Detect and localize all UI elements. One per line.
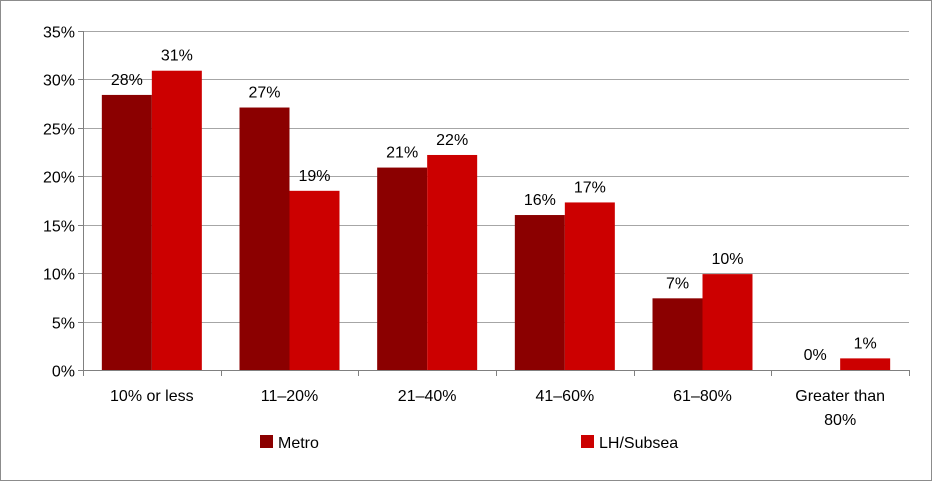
data-labels: 28% 31% 27% 19% 21% 22% 16% 17% 7% 10% 0% 1% <box>111 48 877 364</box>
bar <box>427 154 478 370</box>
legend-label-lh-subsea: LH/Subsea <box>599 435 678 452</box>
bars <box>101 70 891 370</box>
y-tick-label: 35% <box>43 25 75 42</box>
bar <box>702 274 753 370</box>
bar <box>652 298 703 370</box>
axes <box>78 31 910 376</box>
bar <box>151 70 202 370</box>
data-label: 16% <box>524 192 556 209</box>
x-tick-label: 80% <box>824 412 856 429</box>
x-tick-label: 41–60% <box>535 388 594 405</box>
y-tick-label: 30% <box>43 73 75 90</box>
bar <box>289 190 340 370</box>
y-tick-label: 10% <box>43 267 75 284</box>
tick-labels: 0% 5% 10% 15% 20% 25% 30% 35% 10% or less 11–20% 2… <box>43 25 885 430</box>
x-tick-label: 10% or less <box>110 388 194 405</box>
data-label: 27% <box>248 85 280 102</box>
y-tick-label: 0% <box>52 364 75 381</box>
legend: Metro LH/Subsea <box>260 435 678 452</box>
y-tick-label: 25% <box>43 122 75 139</box>
data-label: 17% <box>574 179 606 196</box>
data-label: 22% <box>436 132 468 149</box>
data-label: 7% <box>666 275 689 292</box>
data-label: 19% <box>298 168 330 185</box>
gridlines <box>83 31 909 323</box>
bar <box>840 358 891 370</box>
bar <box>101 94 152 370</box>
x-tick-label: 61–80% <box>673 388 732 405</box>
bar <box>377 167 428 370</box>
legend-swatch-metro <box>260 435 273 448</box>
y-tick-label: 5% <box>52 316 75 333</box>
legend-label-metro: Metro <box>278 435 319 452</box>
data-label: 21% <box>386 145 418 162</box>
bar <box>239 107 290 370</box>
data-label: 31% <box>161 48 193 65</box>
bar <box>514 215 565 370</box>
data-label: 1% <box>854 335 877 352</box>
x-tick-label: Greater than <box>795 388 885 405</box>
legend-swatch-lh-subsea <box>581 435 594 448</box>
data-label: 10% <box>711 251 743 268</box>
y-tick-label: 20% <box>43 170 75 187</box>
x-tick-label: 11–20% <box>261 388 319 405</box>
x-tick-label: 21–40% <box>398 388 457 405</box>
y-tick-label: 15% <box>43 219 75 236</box>
bar <box>564 202 615 370</box>
data-label: 28% <box>111 72 143 89</box>
data-label: 0% <box>804 347 827 364</box>
